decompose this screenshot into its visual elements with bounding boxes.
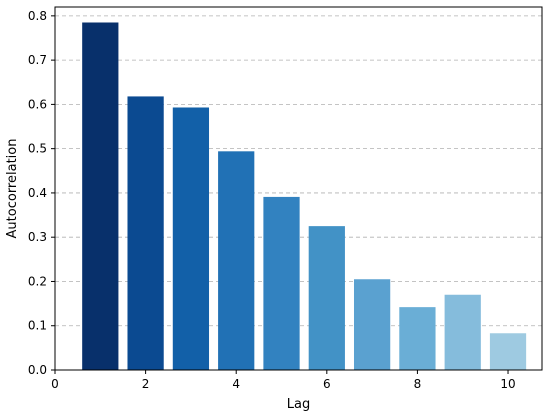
y-tick-label: 0.4 — [28, 186, 47, 200]
bar-lag-6 — [308, 226, 345, 370]
y-tick-label: 0.1 — [28, 319, 47, 333]
y-tick-label: 0.8 — [28, 9, 47, 23]
y-tick-label: 0.7 — [28, 53, 47, 67]
y-tick-label: 0.5 — [28, 142, 47, 156]
y-tick-label: 0.3 — [28, 230, 47, 244]
bar-lag-2 — [127, 96, 164, 371]
x-tick-label: 6 — [323, 377, 331, 391]
bar-lag-7 — [353, 279, 391, 370]
bar-lag-9 — [444, 294, 481, 370]
bar-lag-4 — [218, 151, 255, 370]
y-tick-label: 0.6 — [28, 97, 47, 111]
x-tick-label: 10 — [500, 377, 515, 391]
bar-lag-3 — [172, 107, 210, 371]
plot-frame — [54, 6, 543, 371]
bars — [82, 22, 527, 371]
y-tick-label: 0.2 — [28, 274, 47, 288]
x-tick-label: 8 — [414, 377, 422, 391]
bar-lag-10 — [489, 333, 527, 370]
y-axis-label: Autocorrelation — [5, 139, 20, 239]
y-tick-label: 0.0 — [28, 363, 47, 377]
y-axis-ticks: 0.0 0.1 0.2 0.3 0.4 0.5 0.6 0.7 0.8 — [28, 9, 55, 377]
x-axis-ticks: 0 2 4 6 8 10 — [51, 370, 516, 391]
bar-lag-5 — [263, 196, 300, 370]
x-axis-label: Lag — [287, 397, 310, 412]
bar-lag-1 — [82, 22, 119, 371]
x-tick-label: 0 — [51, 377, 59, 391]
x-tick-label: 2 — [142, 377, 150, 391]
x-tick-label: 4 — [232, 377, 240, 391]
bar-lag-8 — [399, 307, 436, 370]
